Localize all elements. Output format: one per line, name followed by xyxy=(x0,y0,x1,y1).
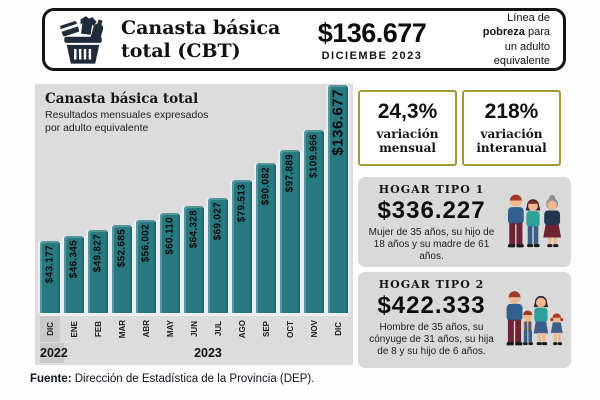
month-label: JUN xyxy=(189,320,199,337)
bar: $97.889 xyxy=(280,149,300,313)
stat-value: 24,3% xyxy=(377,100,438,124)
family-of-four-icon xyxy=(499,278,567,364)
bar-chart-panel: Canasta básica total Resultados mensuale… xyxy=(35,84,353,365)
chart-subtitle: Resultados mensuales expresados por adul… xyxy=(45,109,209,135)
household-type-1-card: HOGAR TIPO 1 $336.227 Mujer de 35 años, … xyxy=(358,177,571,267)
month-label: FEB xyxy=(93,321,103,337)
years-row: 2022 2023 xyxy=(40,343,348,363)
bar: $136.677 xyxy=(328,85,348,313)
stat-label: variación interanual xyxy=(476,127,547,156)
note-line: un adulto xyxy=(504,40,550,53)
stat-monthly-variation: 24,3% variación mensual xyxy=(358,90,457,166)
household-title: HOGAR TIPO 1 xyxy=(378,183,485,196)
stat-interannual-variation: 218% variación interanual xyxy=(462,90,561,166)
bar-value-label: $69.027 xyxy=(212,201,224,241)
stat-value: 218% xyxy=(484,100,539,124)
bars-row: $43.177 $46.345 $49.827 $52.685 $56.002 $60.1… xyxy=(40,85,348,313)
headline-value: $136.677 xyxy=(317,17,427,48)
source-label: Fuente: xyxy=(30,373,72,385)
stat-label-line: variación xyxy=(376,127,439,142)
stat-label-line: mensual xyxy=(379,141,436,155)
year-label-2023: 2023 xyxy=(194,346,222,360)
month-label: AGO xyxy=(237,319,247,339)
note-bold-word: pobreza xyxy=(482,26,525,39)
bar-value-label: $60.110 xyxy=(164,216,176,255)
bar: $60.110 xyxy=(160,212,180,313)
stat-label: variación mensual xyxy=(376,127,439,156)
bar-value-label: $43.177 xyxy=(44,244,56,284)
page-title-line1: Canasta básica xyxy=(121,17,281,40)
household-description: Hombre de 35 años, su cónyuge de 31 años… xyxy=(369,322,494,358)
household-description: Mujer de 35 años, su hijo de 18 años y s… xyxy=(368,227,495,263)
bar-value-label: $52.685 xyxy=(116,229,128,268)
household-amount: $422.333 xyxy=(377,292,486,319)
bar-value-label: $64.328 xyxy=(188,209,200,248)
chart-baseline xyxy=(40,313,348,316)
bar-value-label: $79.513 xyxy=(236,184,248,223)
month-label: SEP xyxy=(261,320,271,337)
bar: $109.966 xyxy=(304,129,324,313)
bar-value-label: $109.966 xyxy=(308,133,320,178)
month-label: ABR xyxy=(141,320,151,338)
source-text: Dirección de Estadística de la Provincia… xyxy=(71,373,315,385)
family-of-three-icon xyxy=(499,183,567,263)
bar: $64.328 xyxy=(184,205,204,313)
bar: $90.082 xyxy=(256,162,276,313)
page-title: Canasta básica total (CBT) xyxy=(121,17,293,62)
bar-value-label: $49.827 xyxy=(92,233,104,273)
household-amount: $336.227 xyxy=(377,197,486,224)
page-title-line2: total (CBT) xyxy=(121,39,241,62)
headline-period: DICIEMBE 2023 xyxy=(321,49,423,62)
poverty-line-note: Línea de pobreza para un adulto equivale… xyxy=(483,11,550,68)
stat-label-line: variación xyxy=(480,127,543,142)
month-label: ENE xyxy=(69,320,79,338)
header-box: Canasta básica total (CBT) $136.677 DICI… xyxy=(42,8,566,71)
month-label: DIC xyxy=(333,322,343,336)
household-title: HOGAR TIPO 2 xyxy=(378,278,485,291)
months-row: DIC ENE FEB MAR ABR MAY JUN JUL AGO SEP OCT NOV DIC xyxy=(40,316,348,342)
bar: $46.345 xyxy=(64,235,84,313)
bar: $43.177 xyxy=(40,240,60,313)
bar: $49.827 xyxy=(88,229,108,313)
month-label: DIC xyxy=(40,316,60,342)
household-text: HOGAR TIPO 1 $336.227 Mujer de 35 años, … xyxy=(364,183,499,263)
note-line: equivalente xyxy=(493,54,550,67)
source-note: Fuente: Dirección de Estadística de la P… xyxy=(30,373,314,385)
headline-value-block: $136.677 DICIEMBE 2023 xyxy=(297,18,447,62)
chart-title: Canasta básica total xyxy=(45,91,199,107)
bar: $79.513 xyxy=(232,180,252,313)
shopping-basket-icon xyxy=(60,15,104,64)
bar: $52.685 xyxy=(112,225,132,313)
month-label: MAY xyxy=(165,320,175,338)
bar-value-label: $46.345 xyxy=(68,239,80,278)
household-text: HOGAR TIPO 2 $422.333 Hombre de 35 años,… xyxy=(364,278,499,364)
year-label-2022: 2022 xyxy=(40,343,68,363)
bar-value-label: $90.082 xyxy=(260,166,272,205)
household-type-2-card: HOGAR TIPO 2 $422.333 Hombre de 35 años,… xyxy=(358,272,571,368)
month-label: OCT xyxy=(285,320,295,338)
bar: $56.002 xyxy=(136,219,156,313)
note-line: Línea de xyxy=(507,11,550,24)
month-label: JUL xyxy=(213,321,223,337)
bar-value-label: $97.889 xyxy=(284,153,296,192)
bar: $69.027 xyxy=(208,197,228,313)
stat-label-line: interanual xyxy=(476,141,547,155)
chart-header: Canasta básica total Resultados mensuale… xyxy=(45,91,223,135)
note-line: para xyxy=(524,26,550,39)
month-label: MAR xyxy=(117,319,127,339)
bar-value-label: $56.002 xyxy=(140,223,152,262)
bar-value-label: $136.677 xyxy=(329,89,347,156)
month-label: NOV xyxy=(309,320,319,338)
